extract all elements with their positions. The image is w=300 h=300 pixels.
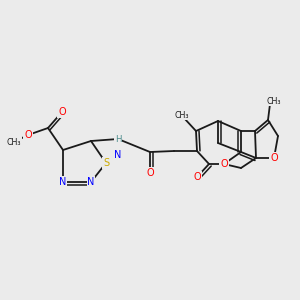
Text: N: N — [87, 177, 95, 187]
Text: N: N — [59, 177, 67, 187]
Text: S: S — [103, 158, 109, 168]
Text: CH₃: CH₃ — [174, 110, 189, 119]
Text: O: O — [193, 172, 201, 182]
Text: CH₃: CH₃ — [7, 137, 21, 146]
Text: O: O — [146, 168, 154, 178]
Text: CH₃: CH₃ — [266, 97, 281, 106]
Text: N: N — [114, 151, 122, 160]
Text: O: O — [270, 153, 278, 163]
Text: O: O — [24, 130, 32, 140]
Text: H: H — [115, 134, 121, 143]
Text: O: O — [220, 159, 228, 169]
Text: O: O — [58, 107, 66, 117]
